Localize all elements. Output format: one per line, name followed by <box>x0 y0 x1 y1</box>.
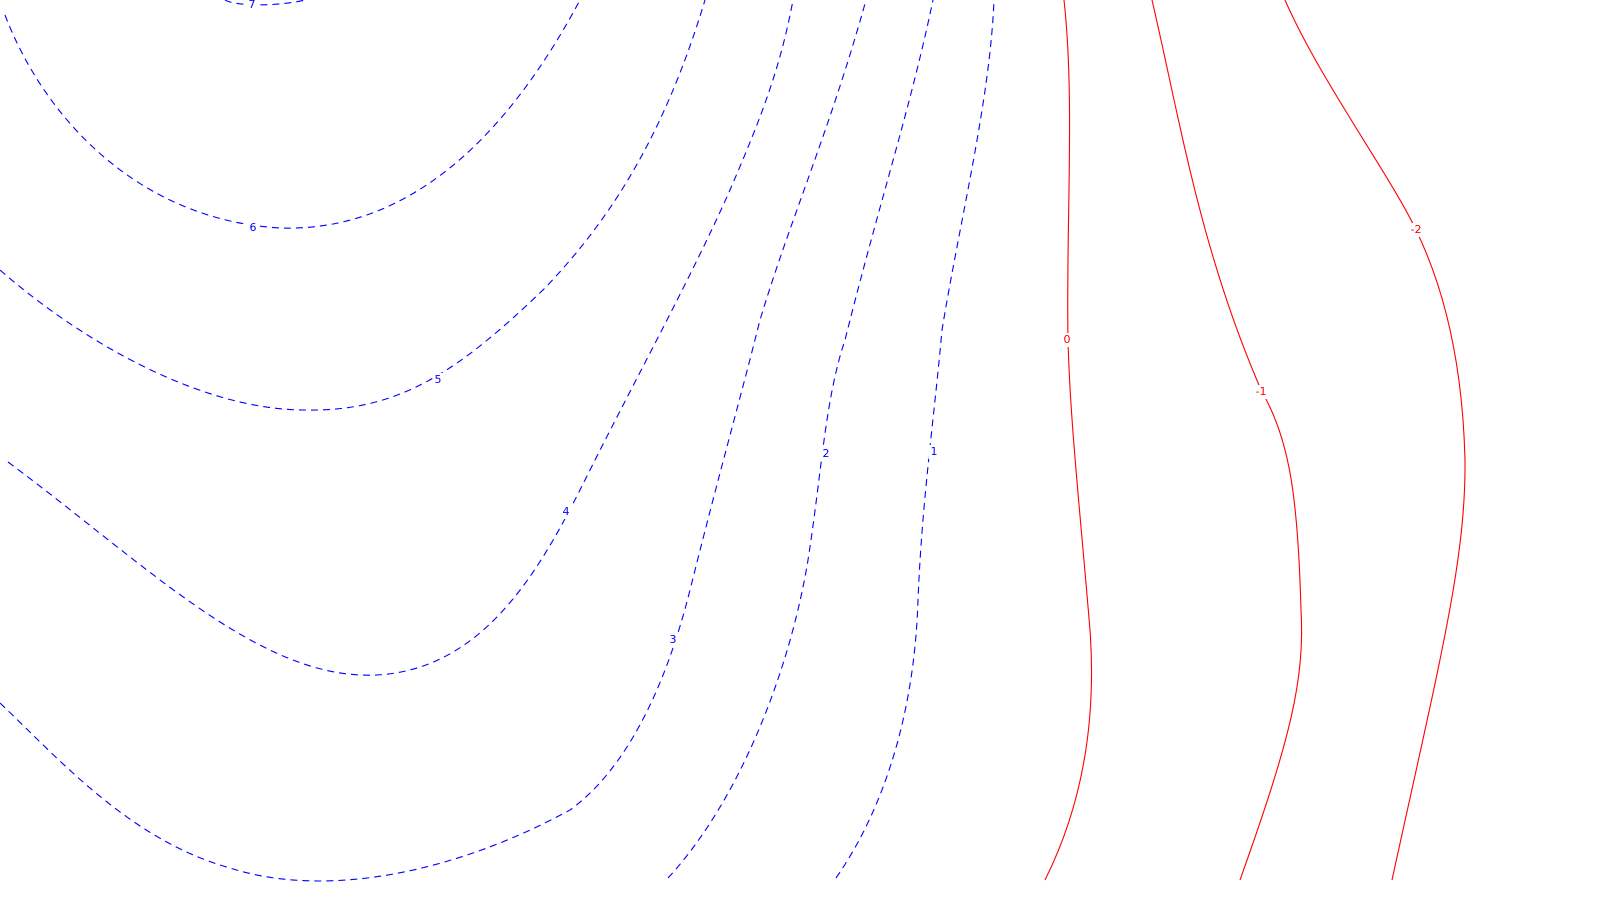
contour-label-bg-3 <box>667 633 679 647</box>
contour-label-bg-4 <box>560 505 572 519</box>
contour-line-2 <box>667 0 934 879</box>
contour-line-neg2 <box>1284 0 1466 881</box>
contour-line-5 <box>0 0 706 411</box>
contour-label-3: 3 <box>670 633 677 646</box>
contour-label-4: 4 <box>563 505 570 518</box>
contour-line-6 <box>4 0 581 229</box>
contour-label-7: 7 <box>249 0 256 11</box>
contour-line-7 <box>224 0 306 6</box>
contour-line-0 <box>1044 0 1093 881</box>
contour-label-bg-1 <box>928 445 940 459</box>
contour-label-bg-neg2 <box>1407 223 1425 237</box>
contour-label-5: 5 <box>435 373 442 386</box>
contour-label-6: 6 <box>250 221 257 234</box>
contour-label-bg-6 <box>247 221 259 235</box>
contour-label-1: 1 <box>931 445 938 458</box>
contour-labels: 7 6 5 4 3 2 1 0 -1 -2 <box>246 0 1425 647</box>
contour-label-bg-2 <box>820 447 832 461</box>
contour-label-neg2: -2 <box>1411 223 1422 236</box>
contour-line-3 <box>0 0 867 882</box>
contour-label-neg1: -1 <box>1256 385 1267 398</box>
contour-label-bg-neg1 <box>1252 385 1270 399</box>
contour-label-bg-5 <box>432 373 444 387</box>
contour-line-1 <box>835 0 995 879</box>
contour-label-0: 0 <box>1064 333 1071 346</box>
contour-label-2: 2 <box>823 447 830 460</box>
contour-line-neg1 <box>1151 0 1303 881</box>
contour-label-bg-7 <box>246 0 258 12</box>
contour-label-bg-0 <box>1061 333 1073 347</box>
